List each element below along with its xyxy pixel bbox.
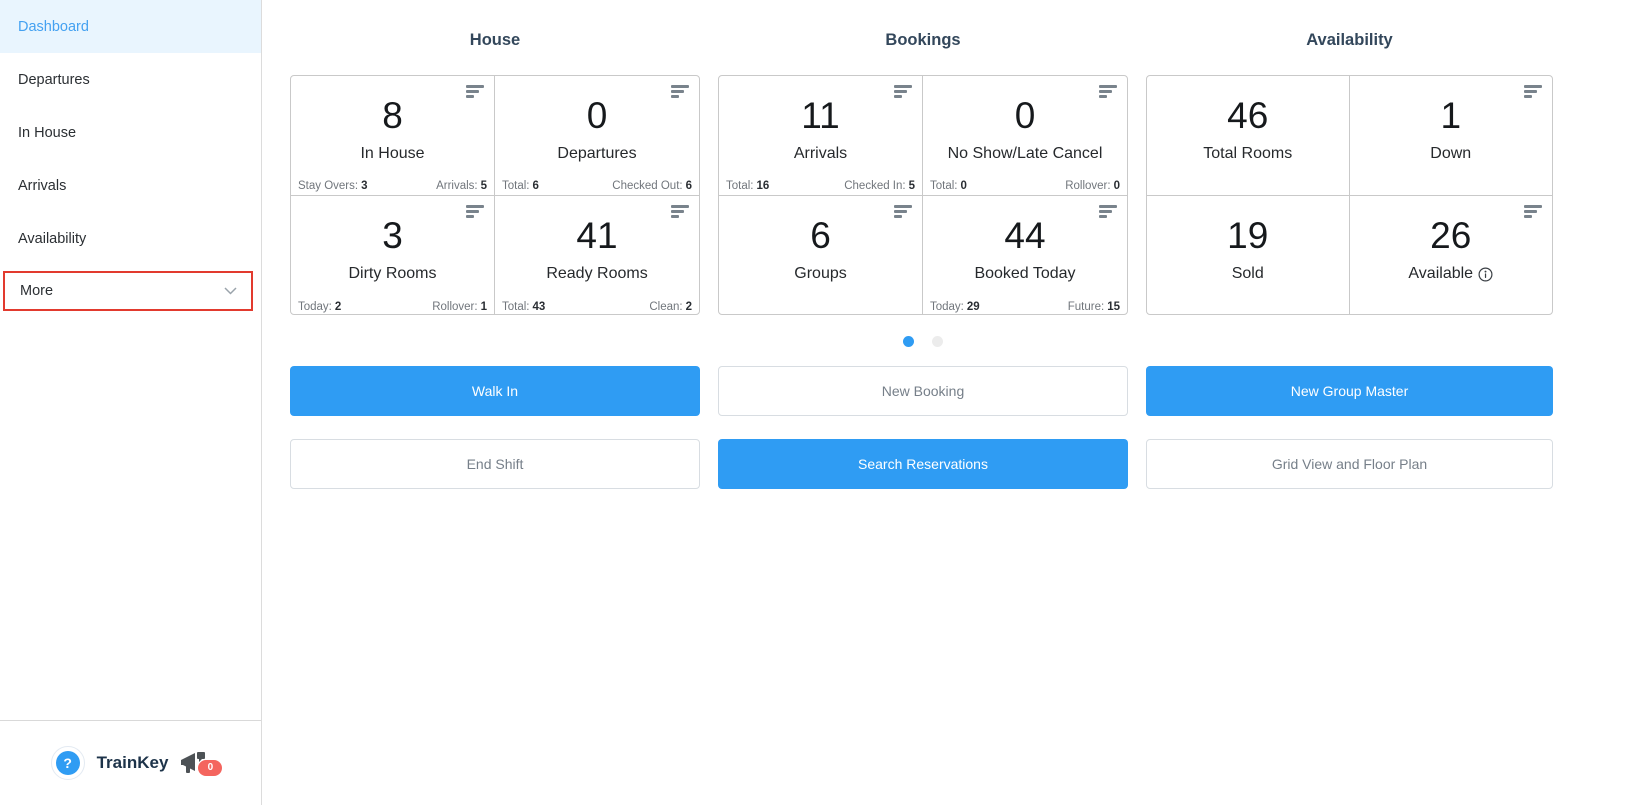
card-value: 46 (1227, 94, 1269, 136)
card-menu-icon[interactable] (894, 85, 912, 98)
card-label: Departures (557, 144, 637, 162)
card-footer: Today: 2 Rollover: 1 (298, 301, 487, 313)
card-footer: Today: 29 Future: 15 (930, 301, 1120, 313)
card-label: No Show/Late Cancel (947, 144, 1103, 162)
group-house: 8 In House Stay Overs: 3 Arrivals: 5 0 Dep… (290, 75, 700, 315)
action-buttons-row-1: Walk In New Booking New Group Master (290, 366, 1648, 416)
card-value: 26 (1430, 215, 1472, 256)
section-title-bookings: Bookings (885, 31, 961, 49)
sidebar-item-label: More (20, 283, 54, 299)
card-value: 0 (1014, 94, 1036, 136)
card-value: 1 (1440, 94, 1462, 136)
card-dirty-rooms[interactable]: 3 Dirty Rooms Today: 2 Rollover: 1 (291, 196, 495, 314)
end-shift-button[interactable]: End Shift (290, 439, 700, 489)
new-booking-button[interactable]: New Booking (718, 366, 1128, 416)
section-titles-row: House Bookings Availability (290, 0, 1648, 50)
card-menu-icon[interactable] (1524, 85, 1542, 98)
card-value: 19 (1227, 215, 1269, 256)
info-icon[interactable] (1478, 266, 1493, 282)
card-menu-icon[interactable] (1524, 205, 1542, 218)
pagination-dot-1[interactable] (903, 336, 914, 347)
card-value: 0 (586, 94, 608, 136)
section-title-house: House (469, 31, 521, 49)
card-footer: Stay Overs: 3 Arrivals: 5 (298, 180, 487, 192)
pagination-row (290, 336, 1648, 347)
sidebar-item-arrivals[interactable]: Arrivals (0, 159, 261, 212)
card-menu-icon[interactable] (894, 205, 912, 218)
card-label: Booked Today (974, 265, 1076, 282)
sidebar-item-label: Arrivals (18, 177, 67, 194)
card-label: Arrivals (793, 144, 848, 162)
sidebar-item-label: In House (18, 124, 77, 141)
card-label: Ready Rooms (546, 265, 648, 282)
action-buttons-row-2: End Shift Search Reservations Grid View … (290, 439, 1648, 489)
pagination-dot-2[interactable] (932, 336, 943, 347)
card-footer: Total: 16 Checked In: 5 (726, 180, 915, 192)
card-value: 3 (382, 215, 403, 256)
brand-trainkey: TrainKey (96, 753, 169, 772)
sidebar-item-in-house[interactable]: In House (0, 106, 261, 159)
card-menu-icon[interactable] (1099, 85, 1117, 98)
card-value: 6 (810, 215, 831, 256)
card-available[interactable]: 26 Available (1350, 196, 1553, 314)
sidebar-item-label: Availability (18, 230, 87, 247)
sidebar-item-dashboard[interactable]: Dashboard (0, 0, 261, 53)
card-label: Dirty Rooms (348, 265, 437, 282)
card-label: In House (360, 144, 425, 162)
dashboard-main: House Bookings Availability 8 In House S… (262, 0, 1648, 805)
carousel-pagination (718, 336, 1128, 347)
card-value: 41 (576, 215, 618, 256)
announcements-button[interactable]: 0 (180, 750, 223, 776)
card-total-rooms[interactable]: 46 Total Rooms (1147, 76, 1350, 196)
card-menu-icon[interactable] (466, 85, 484, 98)
question-mark-icon: ? (55, 751, 80, 775)
card-footer: Total: 0 Rollover: 0 (930, 180, 1120, 192)
card-value: 8 (382, 94, 403, 136)
walk-in-button[interactable]: Walk In (290, 366, 700, 416)
card-footer: Total: 6 Checked Out: 6 (502, 180, 692, 192)
card-in-house[interactable]: 8 In House Stay Overs: 3 Arrivals: 5 (291, 76, 495, 196)
card-menu-icon[interactable] (671, 205, 689, 218)
sidebar-item-departures[interactable]: Departures (0, 53, 261, 106)
card-label: Sold (1231, 265, 1264, 282)
notification-badge: 0 (198, 760, 223, 776)
card-ready-rooms[interactable]: 41 Ready Rooms Total: 43 Clean: 2 (495, 196, 699, 314)
card-label: Down (1430, 144, 1472, 162)
card-departures[interactable]: 0 Departures Total: 6 Checked Out: 6 (495, 76, 699, 196)
new-group-master-button[interactable]: New Group Master (1146, 366, 1553, 416)
sidebar-item-availability[interactable]: Availability (0, 212, 261, 265)
card-label: Groups (794, 265, 847, 282)
card-menu-icon[interactable] (1099, 205, 1117, 218)
sidebar-item-label: Departures (18, 71, 90, 88)
sidebar-item-label: Dashboard (18, 18, 89, 35)
group-bookings: 11 Arrivals Total: 16 Checked In: 5 0 No S… (718, 75, 1128, 315)
sidebar-footer: ? TrainKey 0 (0, 720, 261, 805)
grid-view-floor-plan-button[interactable]: Grid View and Floor Plan (1146, 439, 1553, 489)
card-booked-today[interactable]: 44 Booked Today Today: 29 Future: 15 (923, 196, 1127, 314)
card-sold[interactable]: 19 Sold (1147, 196, 1350, 314)
megaphone-icon (181, 752, 206, 773)
card-no-show-late-cancel[interactable]: 0 No Show/Late Cancel Total: 0 Rollover: 0 (923, 76, 1127, 196)
chevron-down-icon (224, 287, 237, 295)
group-availability: 46 Total Rooms 1 Down 19 Sold 26 Availab… (1146, 75, 1553, 315)
card-value: 44 (1004, 215, 1046, 256)
card-groups[interactable]: 6 Groups (719, 196, 923, 314)
card-down[interactable]: 1 Down (1349, 76, 1552, 196)
stat-groups-row: 8 In House Stay Overs: 3 Arrivals: 5 0 Dep… (290, 75, 1648, 315)
help-button[interactable]: ? (50, 746, 85, 780)
sidebar: Dashboard Departures In House Arrivals A… (0, 0, 262, 805)
card-menu-icon[interactable] (466, 205, 484, 218)
card-value: 11 (801, 94, 840, 136)
card-label: Total Rooms (1203, 144, 1293, 162)
sidebar-item-more[interactable]: More (3, 271, 253, 311)
card-arrivals[interactable]: 11 Arrivals Total: 16 Checked In: 5 (719, 76, 923, 196)
section-title-availability: Availability (1306, 31, 1393, 49)
card-label: Available (1408, 265, 1493, 283)
card-menu-icon[interactable] (671, 85, 689, 98)
search-reservations-button[interactable]: Search Reservations (718, 439, 1128, 489)
card-footer: Total: 43 Clean: 2 (502, 301, 692, 313)
